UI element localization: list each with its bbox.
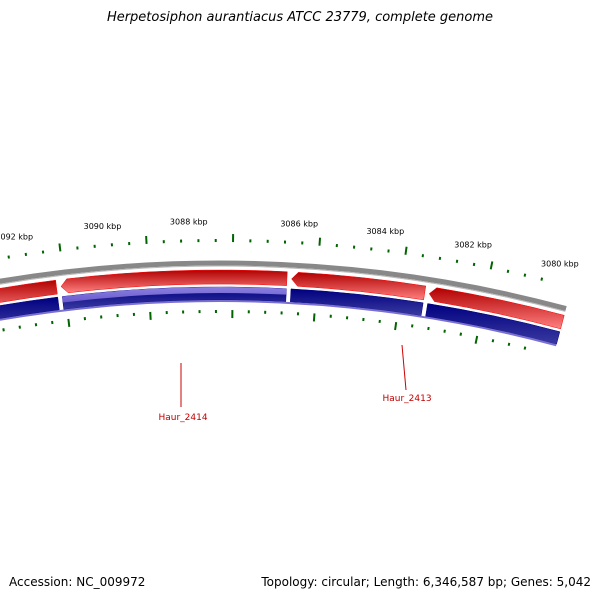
inner-scale-tick <box>67 318 71 328</box>
inner-scale-tick <box>474 335 479 344</box>
forward-gene-2 <box>60 269 288 294</box>
accession-label: Accession: NC_009972 <box>9 575 146 589</box>
inner-scale-tick <box>312 313 316 322</box>
backbone-ring <box>0 260 567 311</box>
backbone-ring-highlight <box>0 265 566 312</box>
map-title: Herpetosiphon aurantiacus ATCC 23779, co… <box>106 10 494 25</box>
scale-label: 3088 kbp <box>170 217 208 226</box>
scale-label: 3092 kbp <box>0 232 33 241</box>
scale-tick <box>472 262 476 267</box>
inner-scale-tick <box>491 339 495 343</box>
scale-tick <box>506 269 510 274</box>
forward-gene-1 <box>0 279 58 303</box>
reverse-gene-highlight <box>62 286 287 303</box>
scale-label: 3084 kbp <box>366 227 404 236</box>
scale-tick <box>540 277 544 281</box>
genome-summary: Topology: circular; Length: 6,346,587 bp… <box>261 575 591 589</box>
inner-scale-tick <box>394 321 398 331</box>
inner-scale-tick <box>443 329 446 333</box>
gene-label-2: Haur_2413 <box>382 394 431 404</box>
forward-gene-3 <box>291 272 427 301</box>
scale-tick <box>404 246 408 255</box>
scale-tick <box>318 237 322 246</box>
scale-tick <box>58 243 62 252</box>
reverse-gene-1 <box>0 296 60 320</box>
scale-label: 3086 kbp <box>280 219 318 228</box>
scale-label: 3082 kbp <box>454 240 492 249</box>
scale-label: 3080 kbp <box>541 260 579 269</box>
scale-tick <box>455 259 459 263</box>
inner-scale-tick <box>459 332 463 336</box>
scale-tick <box>489 261 494 270</box>
scale-label: 3090 kbp <box>84 222 122 231</box>
gene-label-1: Haur_2414 <box>158 413 207 423</box>
forward-gene-4 <box>428 287 565 330</box>
gene-label-line <box>401 344 407 391</box>
inner-scale-tick <box>2 328 5 332</box>
scale-tick <box>523 273 527 277</box>
inner-scale-tick <box>507 342 511 347</box>
inner-scale-tick <box>523 346 527 350</box>
